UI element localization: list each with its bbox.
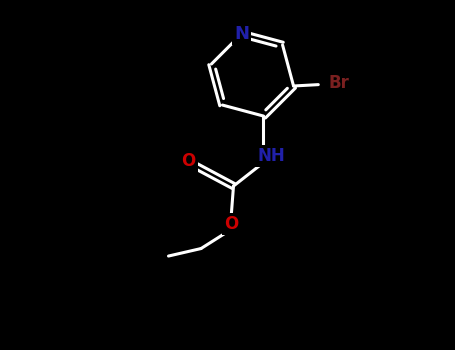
- Text: NH: NH: [257, 147, 285, 165]
- Text: Br: Br: [328, 75, 349, 92]
- Text: N: N: [234, 25, 249, 43]
- Text: O: O: [182, 152, 196, 170]
- Text: O: O: [224, 215, 238, 232]
